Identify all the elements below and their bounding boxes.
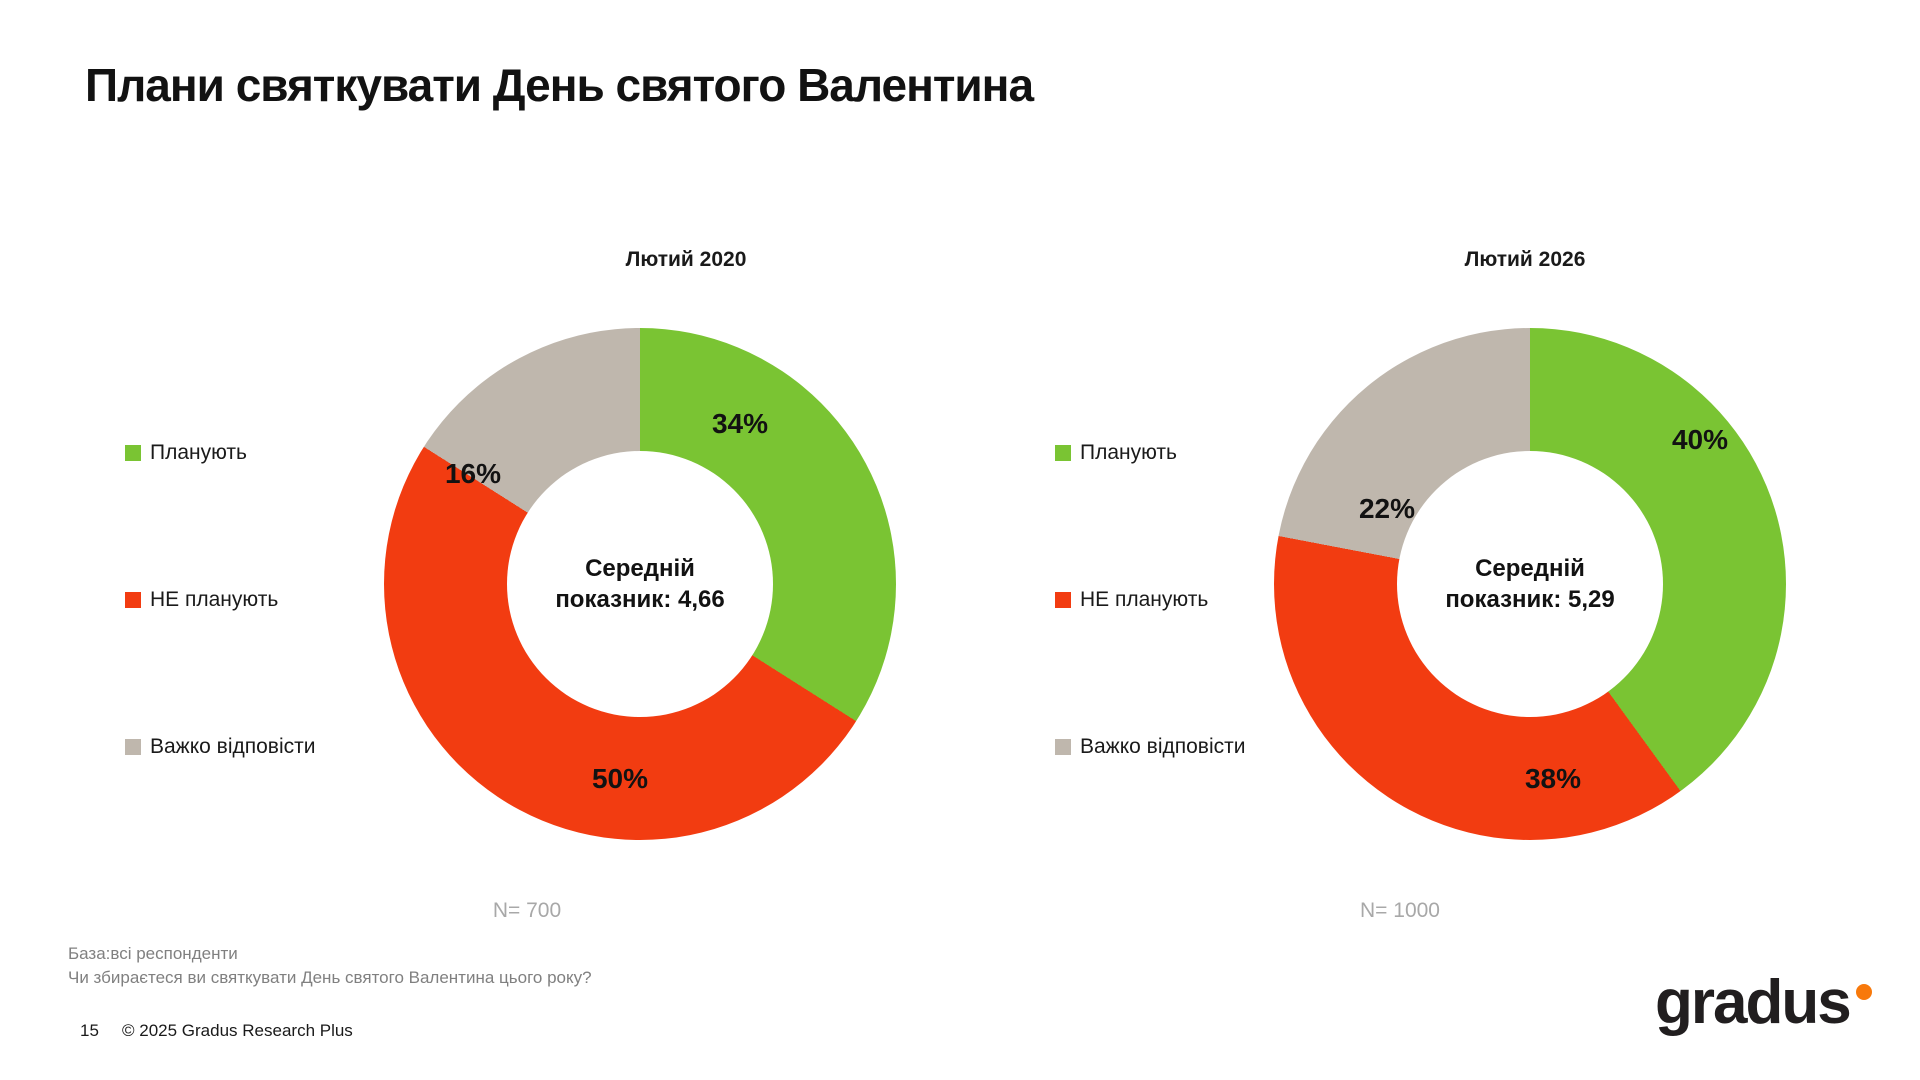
slice-label-no-plan: 38%: [1524, 763, 1582, 794]
gradus-logo-text: gradus: [1655, 968, 1852, 1037]
base-note: База:всі респонденти: [68, 944, 238, 963]
legend-item-hard-to-say: Важко відповісти: [125, 735, 316, 758]
legend-swatch-red: [125, 592, 141, 608]
legend-item-hard-to-say: Важко відповісти: [1055, 735, 1246, 758]
legend-label: Планують: [150, 441, 247, 464]
legend-item-plan: Планують: [125, 441, 247, 464]
page-number: 15: [80, 1021, 99, 1040]
average-score-label: Середній показник: 4,66: [555, 553, 724, 615]
legend-swatch-red: [1055, 592, 1071, 608]
average-score-label: Середній показник: 5,29: [1445, 553, 1614, 615]
question-note: Чи збираєтеся ви святкувати День святого…: [68, 968, 592, 987]
slice-label-no-plan: 50%: [591, 763, 649, 794]
gradus-logo-dot-icon: [1855, 984, 1872, 1000]
legend-swatch-gray: [125, 739, 141, 755]
chart2-title: Лютий 2026: [1464, 248, 1586, 271]
donut-hole: Середній показник: 4,66: [507, 451, 773, 717]
average-score-line2: показник: 5,29: [1445, 586, 1615, 613]
legend-swatch-gray: [1055, 739, 1071, 755]
chart1-title: Лютий 2020: [625, 248, 747, 271]
donut-chart-2026: Середній показник: 5,29: [1274, 328, 1786, 840]
sample-size-label: N= 1000: [1360, 899, 1440, 922]
legend-label: Планують: [1080, 441, 1177, 464]
average-score-line1: Середній: [585, 554, 695, 582]
legend-item-plan: Планують: [1055, 441, 1177, 464]
slice-label-hard-to-say: 22%: [1358, 493, 1416, 524]
legend-item-no-plan: НЕ планують: [125, 588, 279, 611]
donut-chart-2020: Середній показник: 4,66: [384, 328, 896, 840]
legend-label: Важко відповісти: [150, 735, 316, 758]
slice-label-hard-to-say: 16%: [444, 458, 502, 489]
copyright-text: © 2025 Gradus Research Plus: [122, 1021, 353, 1040]
slice-label-plan: 40%: [1671, 424, 1729, 455]
sample-size-label: N= 700: [492, 899, 562, 922]
average-score-line2: показник: 4,66: [555, 586, 725, 613]
legend-label: НЕ планують: [1080, 588, 1209, 611]
legend-swatch-green: [125, 445, 141, 461]
legend-item-no-plan: НЕ планують: [1055, 588, 1209, 611]
slice-label-plan: 34%: [711, 408, 769, 439]
gradus-logo: gradus: [1655, 972, 1872, 1034]
legend-swatch-green: [1055, 445, 1071, 461]
donut-hole: Середній показник: 5,29: [1397, 451, 1663, 717]
page-title: Плани святкувати День святого Валентина: [85, 59, 1034, 111]
legend-label: НЕ планують: [150, 588, 279, 611]
average-score-line1: Середній: [1475, 554, 1585, 582]
legend-label: Важко відповісти: [1080, 735, 1246, 758]
